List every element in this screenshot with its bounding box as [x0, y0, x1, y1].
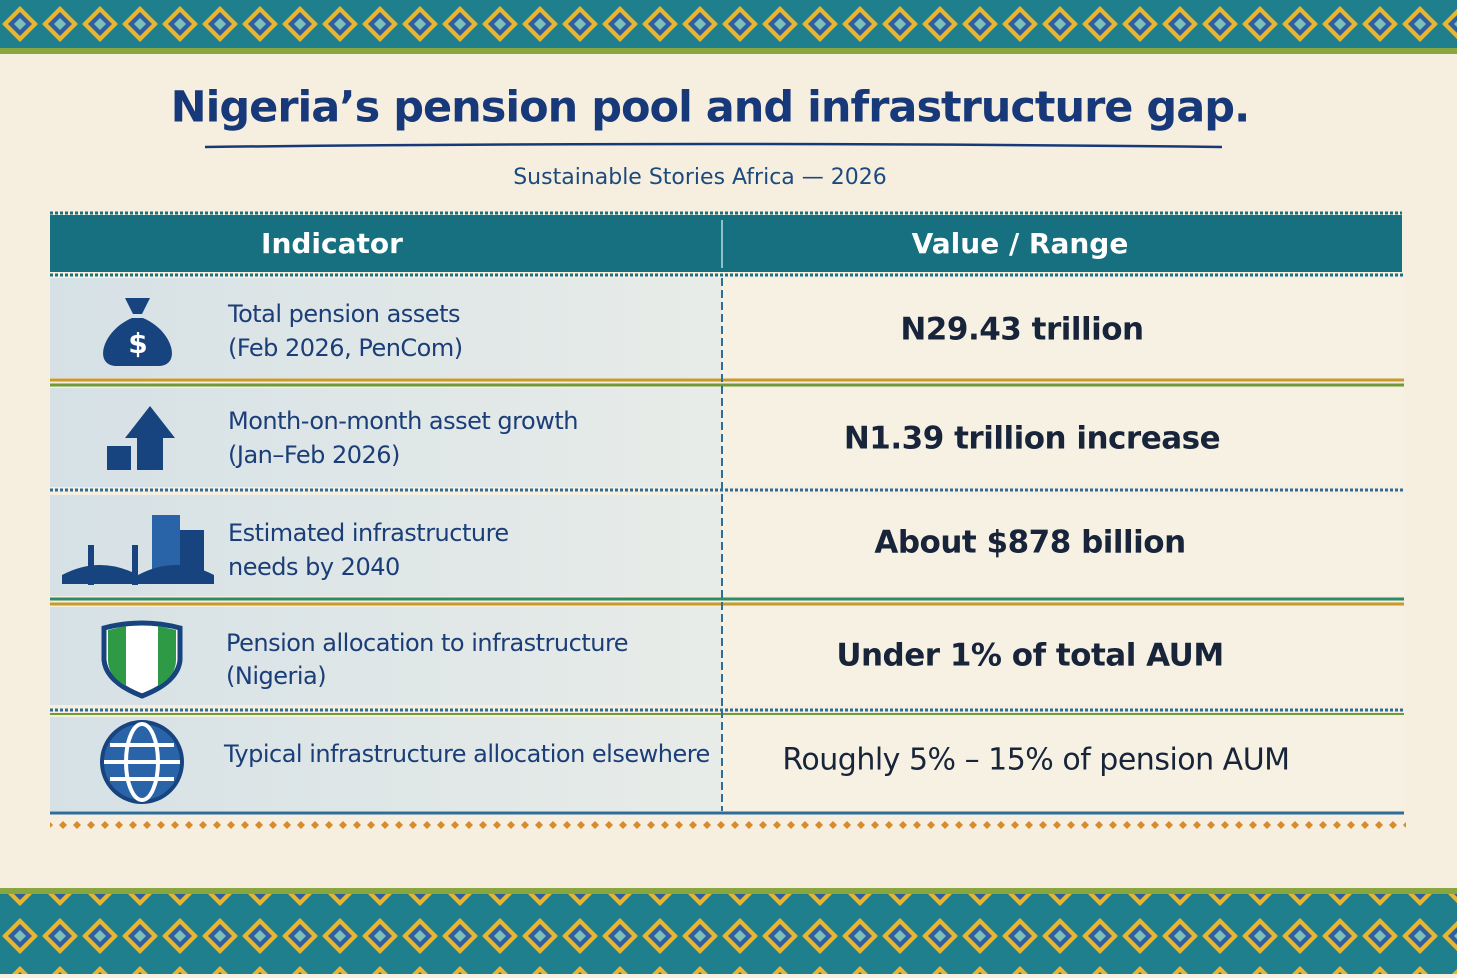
nigeria-shield-icon [101, 620, 183, 699]
indicator-text: needs by 2040 [228, 553, 400, 581]
indicator-text: (Nigeria) [226, 662, 326, 690]
indicator-text: Typical infrastructure allocation elsewh… [223, 740, 710, 768]
title-underline [204, 142, 1223, 149]
value-text: Under 1% of total AUM [836, 638, 1223, 674]
top-border-edge [0, 48, 1457, 54]
growth-arrow-icon [107, 406, 175, 470]
indicator-text: (Jan–Feb 2026) [228, 441, 400, 469]
row-separators [50, 273, 1404, 815]
bottom-border [0, 894, 1457, 974]
money-bag-icon: $ [103, 298, 172, 366]
value-text: N29.43 trillion [900, 312, 1143, 348]
indicator-text: Estimated infrastructure [228, 519, 509, 547]
dotted-rule [50, 820, 1406, 830]
svg-text:$: $ [128, 327, 147, 360]
value-text: N1.39 trillion increase [844, 421, 1220, 457]
column-header: Value / Range [912, 227, 1129, 260]
column-header: Indicator [261, 227, 403, 260]
indicator-text: (Feb 2026, PenCom) [228, 334, 463, 362]
globe-icon [100, 720, 184, 804]
indicator-text: Total pension assets [227, 300, 460, 328]
value-text: Roughly 5% – 15% of pension AUM [782, 743, 1289, 778]
top-border [0, 0, 1457, 48]
bottom-border-edge [0, 888, 1457, 894]
value-text: About $878 billion [874, 525, 1185, 561]
bridge-city-icon [62, 515, 214, 585]
subtitle: Sustainable Stories Africa — 2026 [513, 165, 887, 190]
indicator-text: Month-on-month asset growth [228, 407, 578, 435]
indicator-text: Pension allocation to infrastructure [226, 629, 628, 657]
title: Nigeria’s pension pool and infrastructur… [171, 83, 1250, 133]
row-backgrounds [50, 278, 1404, 811]
table-header [50, 215, 1402, 272]
